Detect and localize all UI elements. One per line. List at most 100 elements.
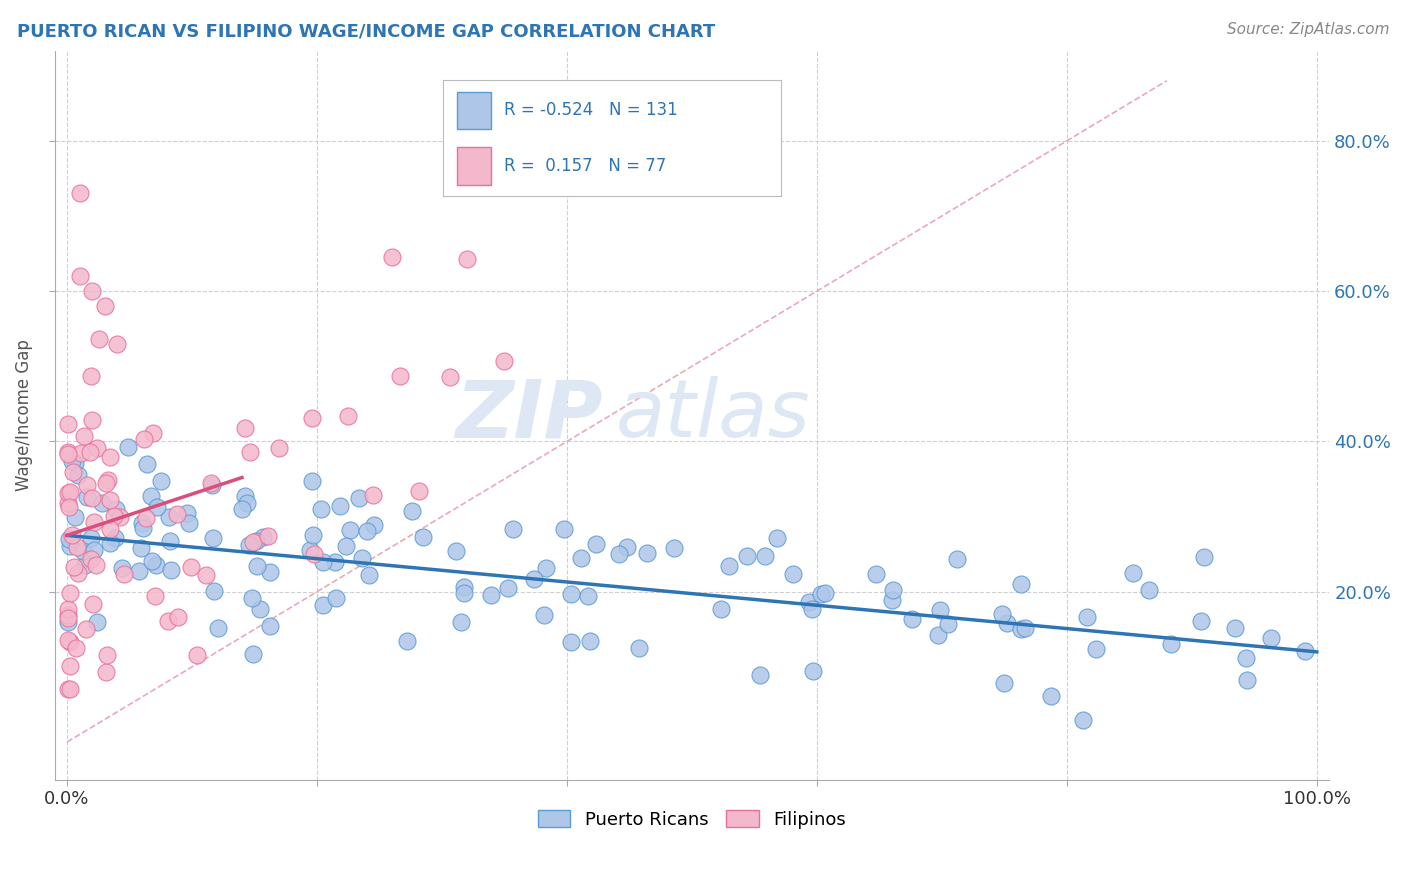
Point [186,648,208,663]
Point [553,522,575,536]
Point [80,531,103,545]
Point [569,550,592,565]
Text: atlas: atlas [616,376,810,454]
Point [534,561,557,575]
Point [66,540,89,554]
Point [177,516,200,530]
Point [257,529,280,543]
Point [104,531,127,545]
Point [585,537,607,551]
Point [58,611,80,625]
Point [494,354,516,368]
Point [58,417,80,431]
Point [1073,713,1095,727]
Point [63,456,86,470]
Point [238,538,260,552]
Point [301,475,323,489]
Point [337,409,360,423]
Point [339,523,361,537]
Point [240,591,263,606]
Point [76,478,98,492]
Text: Source: ZipAtlas.com: Source: ZipAtlas.com [1226,22,1389,37]
Point [86,442,108,456]
Point [166,508,188,522]
Point [1194,549,1216,564]
Point [142,426,165,441]
Point [1085,642,1108,657]
Point [58,447,80,461]
Point [59,539,82,553]
Point [160,563,183,577]
Point [80,413,103,427]
Point [62,454,84,468]
Point [233,420,256,434]
Point [207,622,229,636]
Point [801,602,824,616]
Point [1189,614,1212,628]
Point [93,299,115,313]
Point [69,269,91,284]
Point [302,528,325,542]
Point [83,542,105,557]
Point [335,540,357,554]
Point [560,587,582,601]
Point [59,681,82,696]
Point [62,465,84,479]
Point [128,564,150,578]
Point [311,502,333,516]
Point [156,614,179,628]
Point [450,615,472,629]
Point [991,607,1014,622]
Point [245,534,267,549]
Point [1223,621,1246,635]
Point [453,585,475,599]
Point [533,607,555,622]
Point [636,546,658,560]
Point [1137,582,1160,597]
Point [749,667,772,681]
Point [89,332,111,346]
Point [146,500,169,515]
Point [98,522,121,536]
Point [882,583,904,598]
Point [329,499,352,513]
Point [814,586,837,600]
Point [157,510,180,524]
Point [83,515,105,529]
Point [357,567,380,582]
Point [82,597,104,611]
Point [993,675,1015,690]
Point [59,658,82,673]
Point [408,484,430,499]
Point [246,558,269,573]
Point [444,544,467,558]
Point [579,633,602,648]
Point [560,635,582,649]
Point [75,622,97,636]
Point [801,664,824,678]
Point [58,485,80,500]
Point [131,516,153,531]
Point [239,445,262,459]
Point [356,524,378,538]
Point [456,252,478,266]
Point [110,509,132,524]
Point [995,616,1018,631]
Point [135,511,157,525]
Point [80,284,103,298]
Point [401,504,423,518]
Point [323,555,346,569]
Point [72,544,94,558]
Point [439,370,461,384]
Point [936,617,959,632]
Point [180,560,202,574]
Point [453,580,475,594]
Point [242,647,264,661]
Point [112,566,135,581]
Point [396,634,419,648]
Point [1010,576,1032,591]
Point [62,560,84,574]
Point [363,517,385,532]
Point [231,502,253,516]
Y-axis label: Wage/Income Gap: Wage/Income Gap [15,339,32,491]
